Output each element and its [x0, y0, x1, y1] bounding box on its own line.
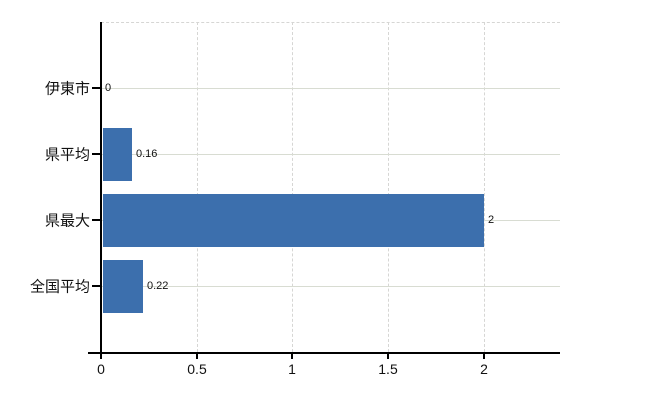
bar-value-label: 0.22	[147, 280, 169, 292]
x-tick-label: 1	[288, 361, 296, 377]
row-gridline	[101, 286, 560, 287]
category-tick	[92, 153, 100, 155]
bar	[103, 128, 132, 181]
x-axis-tick	[196, 352, 198, 359]
plot-top-border	[101, 22, 560, 23]
bar-value-label: 0.16	[136, 148, 158, 160]
vertical-gridline	[388, 22, 389, 352]
bar	[103, 260, 143, 313]
category-tick	[92, 87, 100, 89]
x-axis-tick	[387, 352, 389, 359]
category-label: 県平均	[44, 146, 90, 164]
category-label: 県最大	[44, 212, 90, 230]
vertical-gridline	[292, 22, 293, 352]
bar-value-label: 0	[105, 82, 112, 94]
x-tick-label: 1.5	[378, 361, 398, 377]
category-tick	[92, 219, 100, 221]
x-axis-tick	[483, 352, 485, 359]
row-gridline	[101, 154, 560, 155]
y-axis-line	[100, 22, 102, 352]
x-tick-label: 0	[97, 361, 105, 377]
bar-value-label: 2	[488, 214, 495, 226]
category-tick	[92, 285, 100, 287]
x-axis-tick	[291, 352, 293, 359]
category-label: 全国平均	[29, 278, 90, 296]
x-axis-tick	[100, 352, 102, 359]
x-tick-label: 2	[480, 361, 488, 377]
x-tick-label: 0.5	[187, 361, 207, 377]
bar	[103, 194, 484, 247]
row-gridline	[101, 88, 560, 89]
vertical-gridline	[484, 22, 485, 352]
vertical-gridline	[197, 22, 198, 352]
x-axis-line	[88, 352, 560, 354]
category-label: 伊東市	[44, 80, 90, 98]
